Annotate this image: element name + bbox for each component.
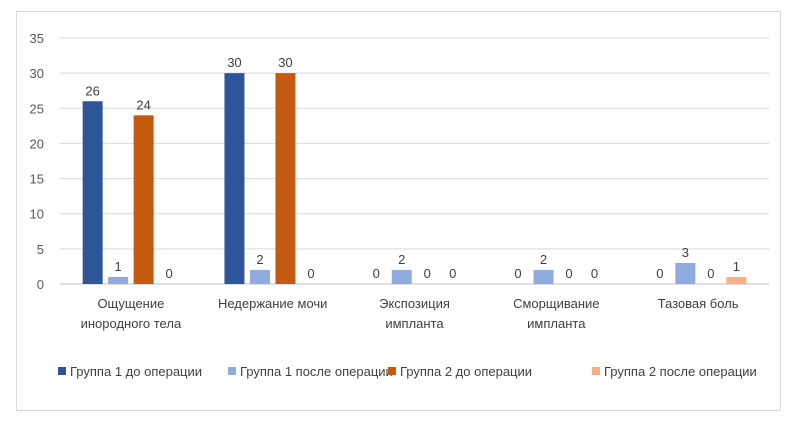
- data-label-series2-cat1: 1: [115, 259, 122, 274]
- y-tick-label: 10: [30, 207, 44, 222]
- bar-series2-cat5: [675, 262, 696, 284]
- bar-series2-cat2: [249, 269, 270, 284]
- data-label-series3-cat1: 24: [136, 97, 150, 112]
- data-label-series2-cat5: 3: [682, 245, 689, 260]
- data-label-series4-cat4: 0: [591, 266, 598, 281]
- data-label-series4-cat3: 0: [449, 266, 456, 281]
- gridlines: [60, 37, 769, 285]
- data-label-series1-cat5: 0: [656, 266, 663, 281]
- y-axis-ticks: 0 5 10 15 20 25 30 35: [30, 31, 44, 292]
- bar-series1-cat1: [82, 101, 103, 284]
- data-label-series2-cat4: 2: [540, 252, 547, 267]
- legend-label: Группа 1 до операции: [70, 364, 202, 379]
- category-label: Недержание мочи: [218, 296, 328, 311]
- y-tick-label: 30: [30, 66, 44, 81]
- legend-swatch: [228, 367, 236, 375]
- legend-item-2: Группа 1 после операции: [228, 364, 393, 379]
- legend-item-3: Группа 2 до операции: [388, 364, 532, 379]
- category-label: Тазовая боль: [658, 296, 739, 311]
- category-label: Сморщивание: [513, 296, 599, 311]
- data-label-series2-cat2: 2: [256, 252, 263, 267]
- legend-label: Группа 1 после операции: [240, 364, 393, 379]
- y-tick-label: 20: [30, 136, 44, 151]
- data-label-series3-cat2: 30: [278, 55, 292, 70]
- data-label-series4-cat1: 0: [166, 266, 173, 281]
- y-tick-label: 25: [30, 101, 44, 116]
- category-label: инородного тела: [81, 316, 182, 331]
- data-label-series1-cat3: 0: [373, 266, 380, 281]
- legend-item-4: Группа 2 после операции: [592, 364, 757, 379]
- bar-series3-cat2: [275, 73, 296, 285]
- data-label-series1-cat1: 26: [85, 83, 99, 98]
- legend-swatch: [592, 367, 600, 375]
- y-tick-label: 35: [30, 31, 44, 46]
- bars: [82, 73, 747, 285]
- data-label-series3-cat5: 0: [707, 266, 714, 281]
- data-label-series1-cat4: 0: [514, 266, 521, 281]
- category-label: Экспозиция: [379, 296, 450, 311]
- bar-series2-cat4: [533, 269, 554, 284]
- data-label-series2-cat3: 2: [398, 252, 405, 267]
- data-label-series4-cat2: 0: [307, 266, 314, 281]
- legend-item-1: Группа 1 до операции: [58, 364, 202, 379]
- data-label-series1-cat2: 30: [227, 55, 241, 70]
- legend-label: Группа 2 после операции: [604, 364, 757, 379]
- bar-series2-cat1: [108, 276, 129, 284]
- bar-series1-cat2: [224, 73, 245, 285]
- bar-series2-cat3: [391, 269, 412, 284]
- bar-series4-cat5: [726, 276, 747, 284]
- bar-series3-cat1: [133, 115, 154, 284]
- data-label-series3-cat4: 0: [565, 266, 572, 281]
- legend-swatch: [58, 367, 66, 375]
- y-tick-label: 0: [37, 277, 44, 292]
- data-label-series3-cat3: 0: [424, 266, 431, 281]
- x-axis-categories: Ощущение инородного тела Недержание мочи Эк…: [81, 296, 739, 331]
- category-label: Ощущение: [97, 296, 164, 311]
- y-tick-label: 15: [30, 172, 44, 187]
- category-label: импланта: [385, 316, 444, 331]
- legend-swatch: [388, 367, 396, 375]
- legend-label: Группа 2 до операции: [400, 364, 532, 379]
- data-label-series4-cat5: 1: [733, 259, 740, 274]
- category-label: импланта: [527, 316, 586, 331]
- y-tick-label: 5: [37, 242, 44, 257]
- legend: Группа 1 до операции Группа 1 после опера…: [58, 364, 757, 379]
